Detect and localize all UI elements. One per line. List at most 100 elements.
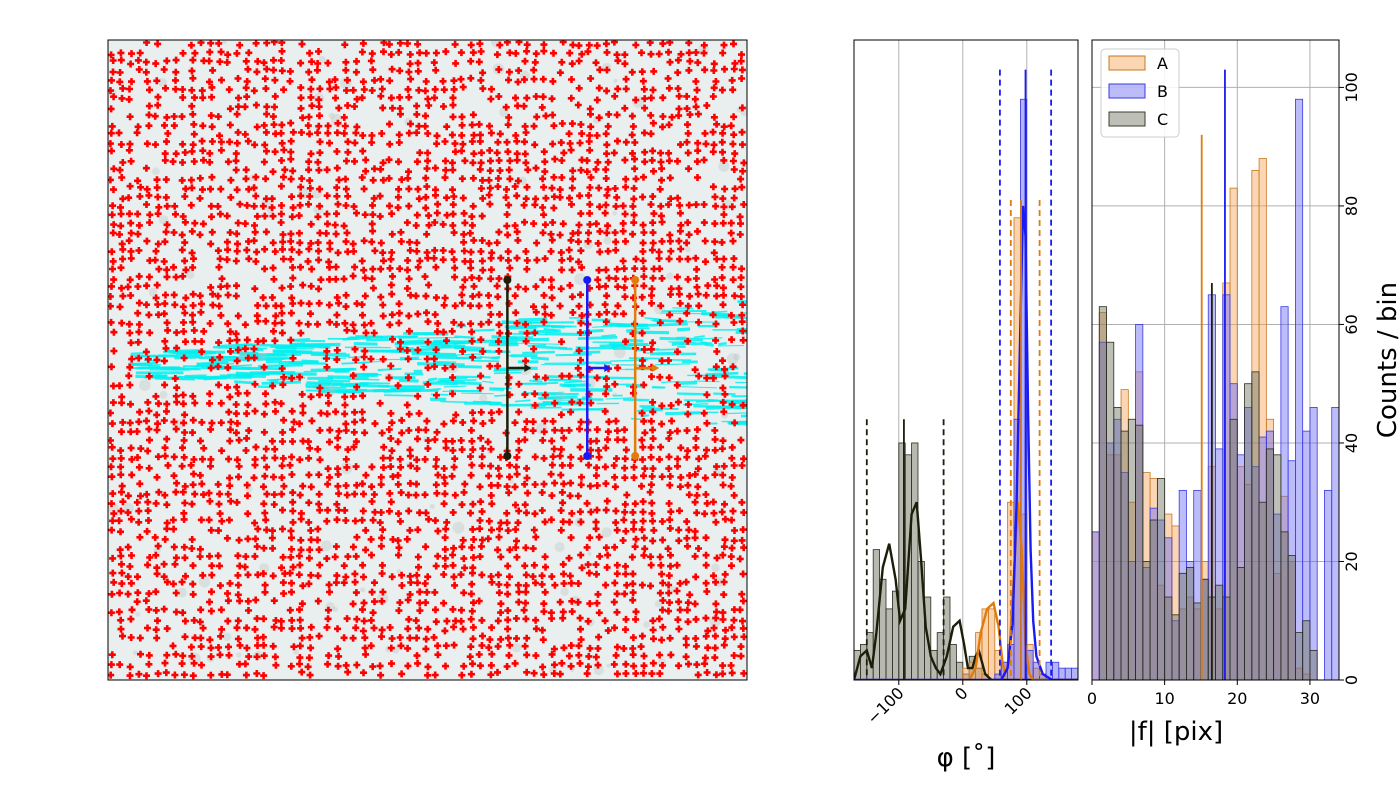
f-bar <box>1142 561 1151 680</box>
flow-streak <box>175 367 200 370</box>
f-bar <box>1178 572 1187 680</box>
phi-bar <box>943 596 951 680</box>
f-y-label: Counts / bin <box>1373 282 1400 438</box>
probe-b <box>583 276 612 460</box>
flow-streak <box>705 371 739 376</box>
haze-dot <box>123 502 134 514</box>
flow-streak <box>745 398 747 400</box>
flow-streak <box>427 377 438 382</box>
flow-streak <box>665 411 701 416</box>
flow-streak <box>514 399 531 403</box>
f-vlines <box>1200 69 1226 680</box>
flow-streak <box>530 356 549 361</box>
f-bar <box>1280 531 1289 680</box>
flow-streak <box>456 353 485 356</box>
f-bar <box>1149 519 1158 680</box>
f-bar <box>1287 555 1296 680</box>
phi-tick-label: −100 <box>863 683 908 728</box>
haze-dot <box>236 652 242 658</box>
flow-streak <box>394 385 425 391</box>
legend-label-b: B <box>1157 82 1168 101</box>
flow-streak <box>420 345 444 349</box>
flow-streak <box>577 335 618 341</box>
f-bar <box>1193 602 1202 680</box>
haze-dot <box>151 167 160 176</box>
legend-swatch-b <box>1108 83 1146 99</box>
f-y-ticks: 0 20 40 60 80 100 <box>1339 72 1361 685</box>
f-bar <box>1113 407 1122 680</box>
flow-streak <box>449 389 482 393</box>
flow-streak <box>717 344 744 347</box>
flow-streak <box>731 399 747 402</box>
haze-dot <box>259 563 270 574</box>
flow-streak <box>529 379 543 383</box>
f-bar <box>1222 596 1231 680</box>
f-bar <box>1309 649 1318 680</box>
haze-dot <box>574 273 587 285</box>
flow-streak <box>729 385 747 389</box>
f-y-tick-label: 60 <box>1342 314 1361 334</box>
f-y-tick-label: 100 <box>1342 72 1361 103</box>
haze-dot <box>554 541 565 552</box>
f-x-label: |f| [pix] <box>1129 717 1223 747</box>
haze-dot <box>293 648 300 655</box>
haze-dot <box>452 521 465 534</box>
flow-streak <box>518 317 548 322</box>
flow-streak <box>384 394 421 397</box>
flow-streak <box>305 382 332 387</box>
flow-streak <box>493 387 512 390</box>
f-bar <box>1098 306 1107 680</box>
flow-streak <box>454 335 476 339</box>
f-x-tick-label: 30 <box>1300 689 1320 708</box>
legend-label-c: C <box>1157 110 1168 129</box>
flow-streak <box>353 341 378 346</box>
f-y-tick-label: 40 <box>1342 433 1361 453</box>
legend: A B C <box>1100 48 1180 138</box>
phi-bars <box>854 98 1078 680</box>
probe-arrowhead <box>604 364 612 372</box>
haze-dot <box>584 377 596 390</box>
flow-streak <box>652 385 666 389</box>
haze-dot <box>159 390 168 399</box>
probe-end <box>583 452 592 460</box>
f-x-tick-label: 0 <box>1087 689 1097 708</box>
legend-swatch-a <box>1108 55 1146 71</box>
flow-streak <box>533 378 569 381</box>
flow-streak <box>208 358 252 362</box>
f-bar <box>1127 418 1136 680</box>
flow-streak <box>671 341 685 346</box>
f-series-c <box>1098 306 1318 680</box>
flow-streak <box>564 380 589 384</box>
haze-dot <box>328 112 335 119</box>
flow-streak <box>288 360 299 365</box>
flow-streak <box>592 325 605 328</box>
flow-streak <box>491 356 501 359</box>
image-panel <box>107 39 748 681</box>
f-bar <box>1164 596 1173 680</box>
probe-end <box>503 452 512 460</box>
f-x-tick-label: 10 <box>1154 689 1174 708</box>
haze-dot <box>685 246 691 253</box>
haze-dot <box>643 621 650 628</box>
flow-streak <box>269 378 279 384</box>
f-bar <box>1331 407 1339 680</box>
f-bar <box>1156 478 1166 680</box>
f-y-tick-label: 20 <box>1342 551 1361 571</box>
haze-dot <box>222 40 227 45</box>
haze-dot <box>718 160 730 172</box>
haze-dot <box>587 551 592 557</box>
flow-streak <box>647 322 688 327</box>
haze-dot <box>518 176 527 185</box>
legend-label-a: A <box>1157 54 1168 73</box>
flow-streak <box>373 388 410 393</box>
flow-streak <box>348 378 380 381</box>
phi-bar <box>962 667 970 680</box>
flow-streak <box>464 348 492 353</box>
flow-streak <box>659 336 703 342</box>
haze-dot <box>511 642 522 653</box>
haze-dot <box>320 540 332 552</box>
haze-dot <box>479 394 488 403</box>
f-x-ticks: 0 10 20 30 <box>1087 680 1320 708</box>
flow-streak <box>678 386 718 389</box>
flow-streak <box>440 400 468 404</box>
